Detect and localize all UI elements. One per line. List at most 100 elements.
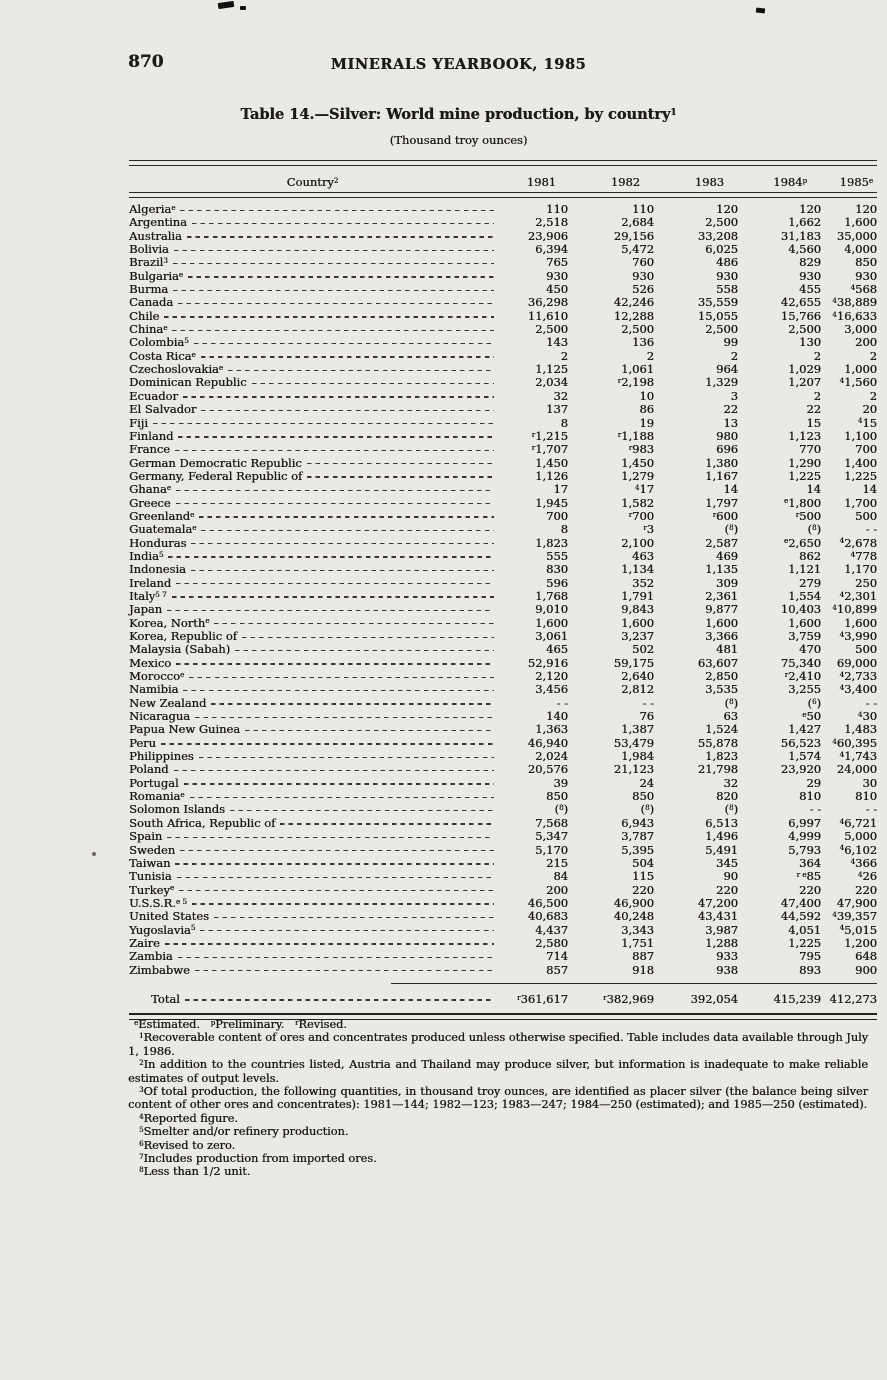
table-row: Moroccoe 2,120 2,640 2,850 r2,410 42,733 [129,669,877,683]
value-cell: 2,518 [535,215,568,230]
value-cell: 220 [632,882,654,897]
value-cell: 120 [716,202,738,216]
country-cell: Romaniae [129,789,496,803]
value-cell: 463 [632,548,654,563]
value-cell: 10 [639,388,654,403]
value-cell: 2,684 [621,215,654,230]
country-name: Greece [129,495,171,510]
table-row: Solomon Islands (8) (8) (8) - - - - [129,802,877,817]
value-cell: 63,607 [697,655,738,670]
country-cell: Guatemalae [129,522,496,536]
value-cell: 1,984 [621,749,654,764]
table-row: Finland r1,215 r1,188 980 1,123 1,100 [129,428,877,443]
value-cell: (8) [724,695,738,710]
table-row: Canada 36,298 42,246 35,559 42,655 438,889 [129,295,877,310]
total-label-cell: Total [129,984,496,1013]
footnote: 6Revised to zero. [139,1138,236,1152]
value-cell: 810 [855,789,877,804]
value-cell: 30 [862,775,877,790]
table-row: Fiji 8 19 13 15 415 [129,416,877,430]
value-cell: 455 [799,282,821,297]
value-cell: 3,237 [621,629,654,643]
value-cell: 765 [546,255,568,270]
column-header-1981: 1981 [526,175,556,189]
country-cell: Turkeye [129,883,496,897]
country-cell: Sweden [129,843,496,857]
value-cell: 5,170 [535,842,568,857]
value-cell: 29,156 [613,228,654,243]
value-cell: 32 [723,775,738,790]
value-cell: 918 [632,962,654,977]
value-cell: 1,427 [788,722,821,737]
table-row: Taiwan 215 504 345 364 4366 [129,856,877,870]
value-cell: 1,496 [705,829,738,844]
value-cell: 41,560 [839,375,877,390]
value-cell: 964 [716,362,738,377]
value-cell: 526 [632,282,654,297]
value-cell: 309 [716,575,738,590]
table-row: United States 40,683 40,248 43,431 44,592 439… [129,909,877,924]
country-name: Ghanae [129,482,171,497]
value-cell: 42,301 [839,588,877,603]
value-cell: 830 [546,562,568,577]
country-name: Zimbabwe [129,962,190,977]
country-name: United States [129,909,209,924]
value-cell: 59,175 [613,655,654,670]
country-name: Finland [129,428,174,443]
value-cell: r1,188 [617,428,654,443]
country-name: Tunisia [129,869,172,884]
value-cell: 6,943 [621,815,654,830]
value-cell: 130 [799,335,821,350]
table-row: Nicaragua 140 76 63 e50 430 [129,709,877,724]
value-cell: 1,225 [844,468,877,483]
value-cell: r2,198 [617,375,654,390]
country-cell: Philippines [129,749,496,763]
value-cell: 55,878 [697,735,738,750]
value-cell: r600 [712,508,738,523]
value-cell: 42,655 [780,295,821,310]
value-cell: 220 [716,882,738,897]
value-cell: 1,483 [844,722,877,737]
country-cell: Peru [129,736,496,750]
value-cell: 1,600 [535,615,568,630]
country-name: Nicaragua [129,709,191,724]
value-cell: 500 [855,642,877,657]
value-cell: 3,535 [705,682,738,697]
value-cell: 1,061 [621,362,654,377]
country-name: Bolivia [129,242,169,257]
value-cell: 410,899 [832,602,877,617]
value-cell: 90 [723,869,738,884]
scan-artifact [217,0,235,10]
country-name: Korea, Northe [129,615,210,630]
country-cell: India5 [129,549,496,563]
value-cell: 76 [639,709,654,724]
value-cell: 2 [646,348,654,363]
country-cell: Canada [129,296,496,309]
value-cell: 6,997 [788,815,821,830]
country-name: Dominican Republic [129,375,247,390]
value-cell: 12,288 [613,308,654,323]
country-cell: New Zealand [129,695,496,710]
value-cell: 980 [716,428,738,443]
country-name: Canada [129,295,174,310]
country-name: Spain [129,829,163,844]
table-row: U.S.S.R.e 5 46,500 46,900 47,200 47,400 47,90… [129,895,877,910]
value-cell: 6,394 [535,242,568,257]
value-cell: (8) [724,802,738,817]
value-cell: 47,400 [780,895,821,910]
country-name: Burma [129,282,169,297]
value-cell: 1,791 [621,588,654,603]
value-cell: 5,347 [535,829,568,844]
value-cell: 460,395 [832,735,877,750]
value-cell: 63 [723,709,738,724]
value-cell: 32 [553,388,568,403]
table-row: Greece 1,945 1,582 1,797 e1,800 1,700 [129,495,877,510]
value-cell: 5,395 [621,842,654,857]
value-cell: 29 [806,775,821,790]
country-cell: Bulgariae [129,269,496,283]
country-name: German Democratic Republic [129,455,302,470]
country-cell: United States [129,909,496,924]
country-name: New Zealand [129,695,207,710]
value-cell: 3,366 [705,629,738,643]
